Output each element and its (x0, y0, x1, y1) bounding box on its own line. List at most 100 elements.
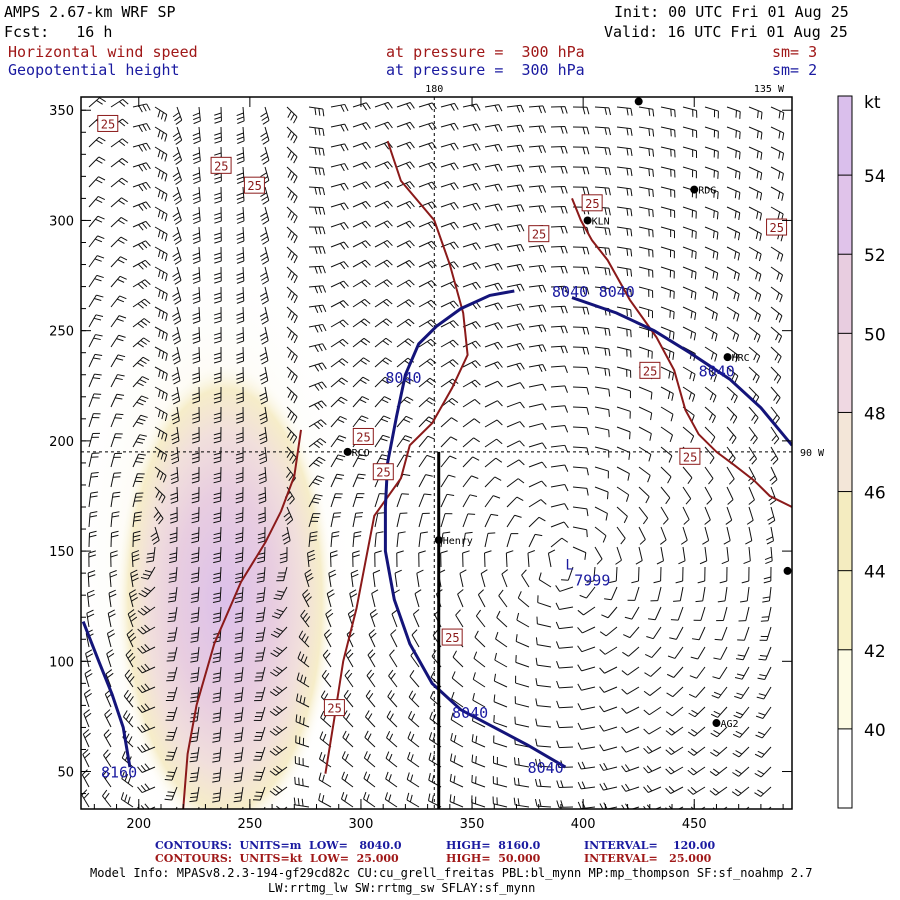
wind-barb (450, 712, 464, 728)
wind-barb (330, 415, 347, 428)
wind-barb (328, 569, 337, 588)
wind-barb (704, 426, 716, 444)
wind-barb (440, 436, 458, 448)
wind-barb (190, 666, 200, 683)
wind-barb (352, 298, 371, 308)
field2-level: at pressure = 300 hPa (386, 61, 585, 79)
wind-speed-contours (182, 140, 792, 809)
wind-barb (716, 606, 728, 622)
wind-barb (638, 526, 646, 545)
wind-barb (389, 649, 398, 668)
speed-contour-high: HIGH= 50.000 (446, 852, 541, 865)
wind-barb (650, 586, 662, 602)
wind-barb (484, 341, 503, 350)
wind-barb (748, 166, 763, 181)
wind-barb (660, 486, 671, 505)
wind-barb (704, 366, 717, 383)
wind-barb (172, 126, 183, 145)
wind-barb (120, 792, 134, 808)
wind-barb (258, 446, 268, 465)
svg-text:25: 25 (770, 221, 784, 235)
wind-barb (86, 589, 95, 608)
wind-barb (294, 776, 310, 788)
wind-barb (126, 629, 137, 648)
wind-barb (110, 315, 127, 328)
wind-barb (528, 480, 547, 488)
wind-barb (110, 177, 129, 188)
wind-barb (172, 266, 182, 285)
wind-barb (493, 735, 508, 748)
wind-barb (154, 426, 168, 442)
wind-barb (506, 243, 525, 252)
wind-barb (191, 466, 200, 484)
wind-barb (660, 466, 672, 484)
wind-barb (660, 406, 674, 422)
wind-barb (682, 226, 697, 239)
wind-barb (528, 304, 547, 313)
wind-barb (704, 326, 718, 342)
wind-barb (638, 466, 651, 483)
wind-barb (550, 444, 569, 453)
wind-barb (644, 646, 662, 659)
speed-contour-label: 25 (766, 218, 788, 236)
wind-barb (528, 403, 547, 411)
wind-barb (638, 186, 654, 197)
wind-barb (323, 629, 332, 648)
wind-barb (594, 226, 611, 236)
wind-barb (748, 346, 761, 363)
wind-barb (484, 380, 503, 388)
wind-barb (704, 126, 719, 139)
wind-barb (123, 689, 134, 708)
wind-barb (471, 754, 486, 768)
wind-barb (88, 215, 105, 228)
field1-smoothing: sm= 3 (772, 43, 818, 61)
wind-barb (170, 426, 180, 445)
wind-barb (660, 446, 673, 463)
wind-barb (255, 606, 266, 623)
wind-barb (616, 206, 633, 217)
wind-barb (754, 746, 772, 758)
wind-barb (726, 246, 740, 261)
wind-barb (214, 206, 222, 224)
wind-barb (572, 166, 590, 175)
wind-barb (495, 631, 508, 648)
wind-barb (386, 730, 398, 748)
wind-barb (411, 629, 420, 648)
wind-barb (349, 589, 358, 608)
wind-barb (462, 182, 481, 191)
wind-barb (643, 726, 662, 735)
speed-contour-label: 25 (323, 699, 345, 717)
wind-barb (689, 666, 706, 679)
wind-barb (462, 418, 481, 428)
wind-barb (555, 641, 574, 649)
wind-barb (213, 466, 222, 484)
wind-barb (732, 766, 750, 777)
wind-barb (374, 550, 382, 568)
wind-barb (330, 261, 349, 270)
wind-barb (128, 589, 138, 608)
wind-barb (550, 305, 568, 314)
wind-barb (212, 726, 222, 743)
wind-barb (572, 366, 590, 375)
wind-barb (374, 396, 392, 408)
wind-barb (86, 609, 95, 628)
wind-barb (572, 126, 590, 135)
wind-barb (528, 442, 547, 450)
wind-barb (123, 710, 134, 728)
wind-barb (572, 306, 590, 315)
colorbar-label: 42 (864, 642, 886, 662)
wind-barb (682, 466, 693, 485)
wind-barb (137, 783, 156, 794)
wind-barb (599, 666, 618, 674)
wind-barb (577, 722, 596, 730)
wind-barb (688, 706, 706, 718)
wind-barb (440, 550, 448, 568)
wind-barb (638, 346, 653, 359)
wind-barb (236, 326, 245, 344)
wind-barb (682, 166, 697, 179)
wind-barb (259, 346, 269, 365)
wind-barb (594, 446, 610, 458)
wind-barb (154, 266, 168, 282)
wind-barb (330, 473, 345, 488)
y-tick-label: 50 (57, 766, 74, 781)
